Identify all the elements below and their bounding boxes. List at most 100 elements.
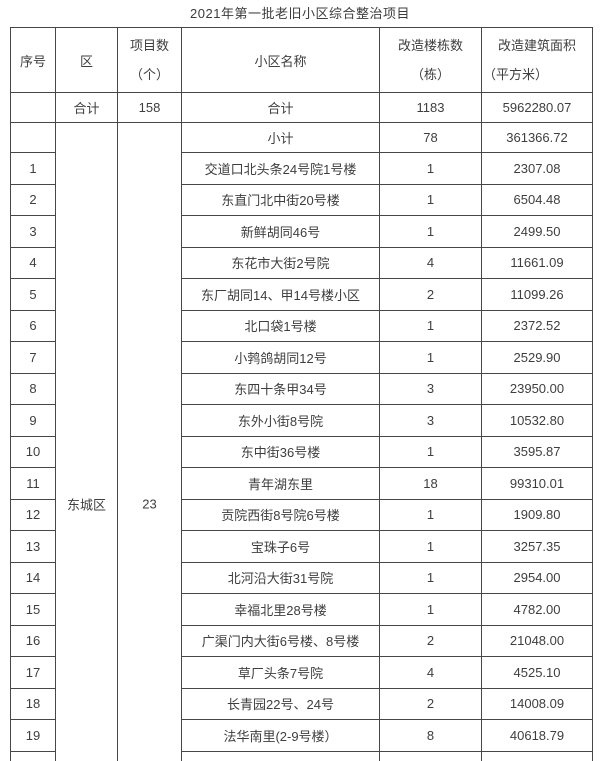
table-row: 1 交道口北头条24号院1号楼 1 2307.08 (10, 152, 593, 185)
cell-seq: 15 (10, 593, 56, 626)
table-row: 18 长青园22号、24号 2 14008.09 (10, 687, 593, 720)
subtotal-row: 东城区 23 小计 78 361366.72 (10, 122, 593, 761)
cell-community: 合计 (181, 92, 380, 123)
cell-area: 99310.01 (481, 467, 593, 500)
col-header-district-label: 区 (79, 53, 93, 69)
cell-area: 4525.10 (481, 656, 593, 689)
cell-buildings: 8 (379, 719, 482, 752)
cell-community: 贡院西街8号院6号楼 (181, 498, 380, 531)
cell-buildings: 1 (379, 341, 482, 374)
cell-buildings: 1183 (379, 92, 482, 123)
table-row: 15 幸福北里28号楼 1 4782.00 (10, 593, 593, 626)
cell-community: 宝珠子6号 (181, 530, 380, 563)
cell-district: 合计 (55, 92, 118, 123)
cell-buildings: 1 (379, 183, 482, 216)
cell-community: 小鹁鸽胡同12号 (181, 341, 380, 374)
cell-community: 青年湖东里 (181, 467, 380, 500)
col-header-buildings-line2: （栋） (410, 67, 450, 82)
cell-community: 东厂胡同14、甲14号楼小区 (181, 278, 380, 311)
cell-buildings: 78 (379, 122, 482, 153)
project-count-label: 23 (142, 496, 157, 512)
col-header-area-lines: 改造建筑面积 （平方米） (483, 38, 592, 82)
cell-community: 东中街36号楼 (181, 435, 380, 468)
page-title: 2021年第一批老旧小区综合整治项目 (190, 6, 410, 21)
cell-community: 新鲜胡同46号 (181, 215, 380, 248)
cell-buildings: 3 (379, 372, 482, 405)
col-header-district: 区 (55, 27, 118, 93)
cell-area: 2499.50 (481, 215, 593, 248)
cell-area: 361366.72 (481, 122, 593, 153)
table-row: 4 东花市大街2号院 4 11661.09 (10, 246, 593, 279)
cell-seq: 4 (10, 246, 56, 279)
col-header-seq-label: 序号 (19, 53, 46, 69)
cell-community: 交道口北头条24号院1号楼 (181, 152, 380, 185)
cell-buildings: 1 (379, 435, 482, 468)
cell-buildings: 4 (379, 656, 482, 689)
cell-area: 2307.08 (481, 152, 593, 185)
cell-buildings: 1 (379, 152, 482, 185)
cell-area: 5962280.07 (481, 92, 593, 123)
table-row: 13 宝珠子6号 1 3257.35 (10, 530, 593, 563)
table-row: 2 东直门北中街20号楼 1 6504.48 (10, 183, 593, 216)
cell-seq: 6 (10, 309, 56, 342)
cell-seq: 17 (10, 656, 56, 689)
cell-seq: 19 (10, 719, 56, 752)
cell-community: 东外小街8号院 (181, 404, 380, 437)
partial-clipped-row (10, 750, 593, 761)
cell-area: 3595.87 (481, 435, 593, 468)
cell-community: 东花市大街2号院 (181, 246, 380, 279)
cell-area: 2529.90 (481, 341, 593, 374)
cell-buildings: 18 (379, 467, 482, 500)
table-row: 6 北口袋1号楼 1 2372.52 (10, 309, 593, 342)
project-count-merged-cell: 23 (117, 122, 182, 761)
col-header-project-count: 项目数 （个） (117, 27, 182, 93)
cell-seq: 10 (10, 435, 56, 468)
cell-seq: 8 (10, 372, 56, 405)
table-row: 8 东四十条甲34号 3 23950.00 (10, 372, 593, 405)
district-merged-cell: 东城区 (55, 122, 118, 761)
col-header-seq: 序号 (10, 27, 56, 93)
cell-seq: 2 (10, 183, 56, 216)
cell-community: 东四十条甲34号 (181, 372, 380, 405)
district-label: 东城区 (66, 497, 106, 513)
table-row: 7 小鹁鸽胡同12号 1 2529.90 (10, 341, 593, 374)
cell-seq (10, 122, 56, 153)
cell-area: 3257.35 (481, 530, 593, 563)
cell-community: 长青园22号、24号 (181, 687, 380, 720)
cell-seq: 1 (10, 152, 56, 185)
cell-area: 10532.80 (481, 404, 593, 437)
cell-buildings: 4 (379, 246, 482, 279)
cell-buildings: 1 (379, 530, 482, 563)
cell-seq: 5 (10, 278, 56, 311)
col-header-buildings-lines: 改造楼栋数 （栋） (381, 38, 481, 82)
cell-buildings: 3 (379, 404, 482, 437)
cell-seq: 9 (10, 404, 56, 437)
table-row: 5 东厂胡同14、甲14号楼小区 2 11099.26 (10, 278, 593, 311)
cell-community: 广渠门内大街6号楼、8号楼 (181, 624, 380, 657)
table-row: 19 法华南里(2-9号楼） 8 40618.79 (10, 719, 593, 752)
cell-community: 幸福北里28号楼 (181, 593, 380, 626)
cell-seq: 18 (10, 687, 56, 720)
renovation-projects-table: 序号 区 项目数 （个） 小区名称 改造楼栋数 （栋） (10, 27, 593, 761)
col-header-buildings-line1: 改造楼栋数 (397, 38, 463, 53)
table-row: 9 东外小街8号院 3 10532.80 (10, 404, 593, 437)
cell-buildings: 1 (379, 593, 482, 626)
col-header-area: 改造建筑面积 （平方米） (481, 27, 593, 93)
col-header-project-count-line1: 项目数 (129, 38, 169, 53)
cell-area: 11661.09 (481, 246, 593, 279)
col-header-project-count-line2: （个） (129, 67, 169, 82)
cell-seq: 13 (10, 530, 56, 563)
table-row: 12 贡院西街8号院6号楼 1 1909.80 (10, 498, 593, 531)
cell-buildings: 1 (379, 309, 482, 342)
cell-buildings: 2 (379, 687, 482, 720)
cell-buildings: 1 (379, 498, 482, 531)
cell-seq: 12 (10, 498, 56, 531)
cell-community: 东直门北中街20号楼 (181, 183, 380, 216)
cell-area: 40618.79 (481, 719, 593, 752)
col-header-buildings: 改造楼栋数 （栋） (379, 27, 482, 93)
cell-seq: 7 (10, 341, 56, 374)
cell-community: 北河沿大街31号院 (181, 561, 380, 594)
cell-area: 23950.00 (481, 372, 593, 405)
cell-area: 21048.00 (481, 624, 593, 657)
